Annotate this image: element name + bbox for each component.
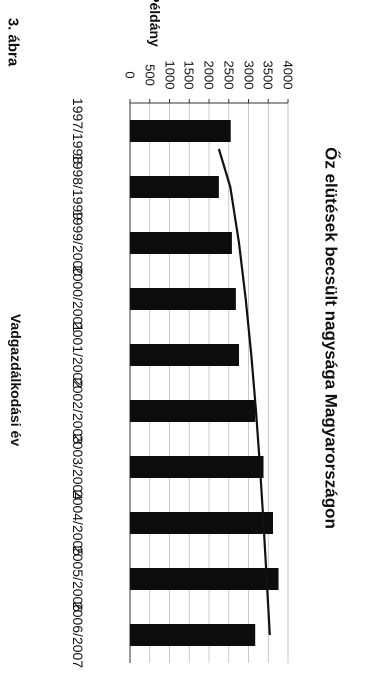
value-tick-label: 2000 (201, 60, 217, 90)
bar (130, 232, 232, 254)
bar (130, 400, 256, 422)
value-tick-label: 1000 (162, 60, 177, 90)
category-label: 2006/2007 (70, 601, 86, 669)
x-axis-title: Vadgazdálkodási év (8, 313, 24, 447)
bar (130, 120, 231, 142)
chart-title: Őz elütések becsült nagysága Magyarorszá… (321, 147, 341, 529)
trendline (217, 148, 271, 636)
value-tick-label: 500 (142, 64, 158, 86)
bar (130, 176, 219, 198)
value-tick-label: 3500 (260, 60, 276, 90)
bar (130, 288, 236, 310)
value-tick-label: 1500 (181, 60, 197, 90)
bar (130, 456, 264, 478)
value-tick-label: 2500 (221, 60, 237, 90)
y-axis-title: Példány (147, 0, 163, 47)
bar (130, 512, 273, 534)
figure-label: 3. ábra (4, 17, 22, 67)
bar (130, 344, 240, 366)
value-tick-label: 0 (122, 71, 138, 79)
bar (130, 568, 279, 590)
bar (130, 624, 256, 646)
value-tick-label: 3000 (241, 60, 256, 90)
value-tick-label: 4000 (280, 60, 296, 90)
